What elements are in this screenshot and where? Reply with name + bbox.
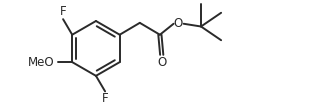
Text: O: O — [157, 56, 166, 69]
Text: F: F — [60, 5, 66, 18]
Text: MeO: MeO — [28, 56, 55, 69]
Text: F: F — [102, 92, 108, 105]
Text: O: O — [174, 17, 183, 30]
